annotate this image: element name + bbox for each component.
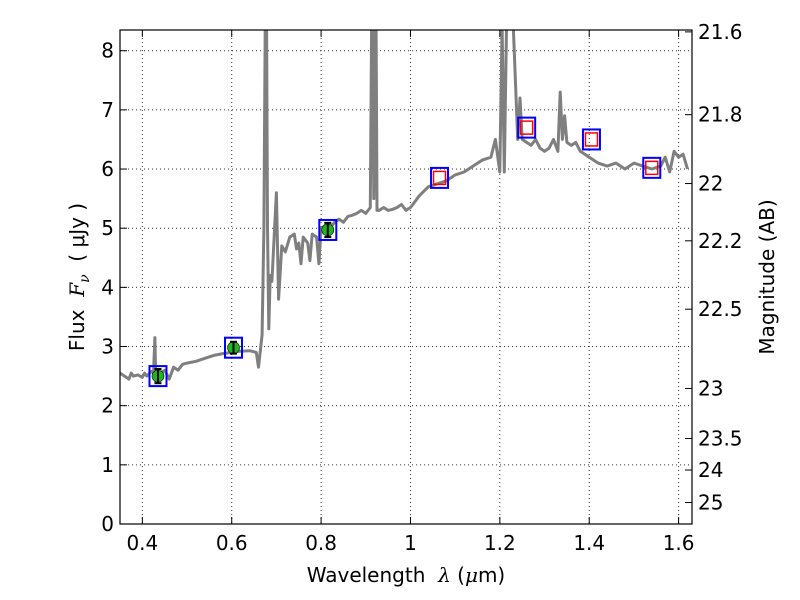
y-tick-label: 7 (101, 98, 114, 122)
series (120, 30, 689, 384)
upper-limit-marker (584, 132, 599, 147)
y-axis-label: Flux Fν ( μJy ) (65, 203, 93, 351)
mag-tick-label: 23 (698, 376, 723, 400)
y-tick-label: 8 (101, 39, 114, 63)
model-point-box (318, 218, 338, 241)
model-point-box (581, 128, 601, 151)
photometry-points (148, 116, 662, 388)
x-tick-label: 0.6 (216, 531, 248, 555)
mag-tick-label: 22 (698, 172, 723, 196)
model-point-box (224, 336, 244, 359)
model-point-box (148, 365, 168, 388)
x-tick-label: 0.8 (305, 531, 337, 555)
x-tick-label: 0.4 (126, 531, 158, 555)
grid (120, 30, 692, 525)
y-tick-label: 1 (101, 453, 114, 477)
y-tick-label: 4 (101, 275, 114, 299)
plot-frame (119, 29, 693, 525)
y-tick-label: 3 (101, 335, 114, 359)
mag-tick-label: 25 (698, 491, 723, 515)
model-point-box (642, 156, 662, 179)
x-tick-label: 1 (404, 531, 417, 555)
mag-tick-label: 21.6 (698, 20, 743, 44)
y-tick-label: 2 (101, 394, 114, 418)
model-point-box (517, 116, 537, 139)
y-tick-label: 5 (101, 216, 114, 240)
x-axis-label: Wavelength λ (μm) (307, 563, 506, 587)
model-point-box (430, 166, 450, 189)
ticks (120, 30, 692, 525)
tick-labels: 0.4 0.6 0.8 1 1.2 1.4 1.601234567821.621.82222… (101, 20, 742, 555)
upper-limit-marker (432, 170, 447, 186)
mag-tick-label: 21.8 (698, 103, 743, 127)
y-tick-label: 6 (101, 157, 114, 181)
mag-tick-label: 23.5 (698, 426, 743, 450)
mag-tick-label: 22.2 (698, 229, 743, 253)
upper-limit-marker (519, 120, 534, 135)
mag-tick-label: 22.5 (698, 297, 743, 321)
x-tick-label: 1.6 (663, 531, 695, 555)
x-tick-label: 1.4 (573, 531, 605, 555)
y2-axis-label: Magnitude (AB) (755, 199, 779, 354)
mag-tick-label: 24 (698, 458, 723, 482)
y-tick-label: 0 (101, 512, 114, 536)
x-tick-label: 1.2 (484, 531, 516, 555)
model-spectrum-line (120, 30, 689, 384)
upper-limit-marker (645, 160, 659, 176)
